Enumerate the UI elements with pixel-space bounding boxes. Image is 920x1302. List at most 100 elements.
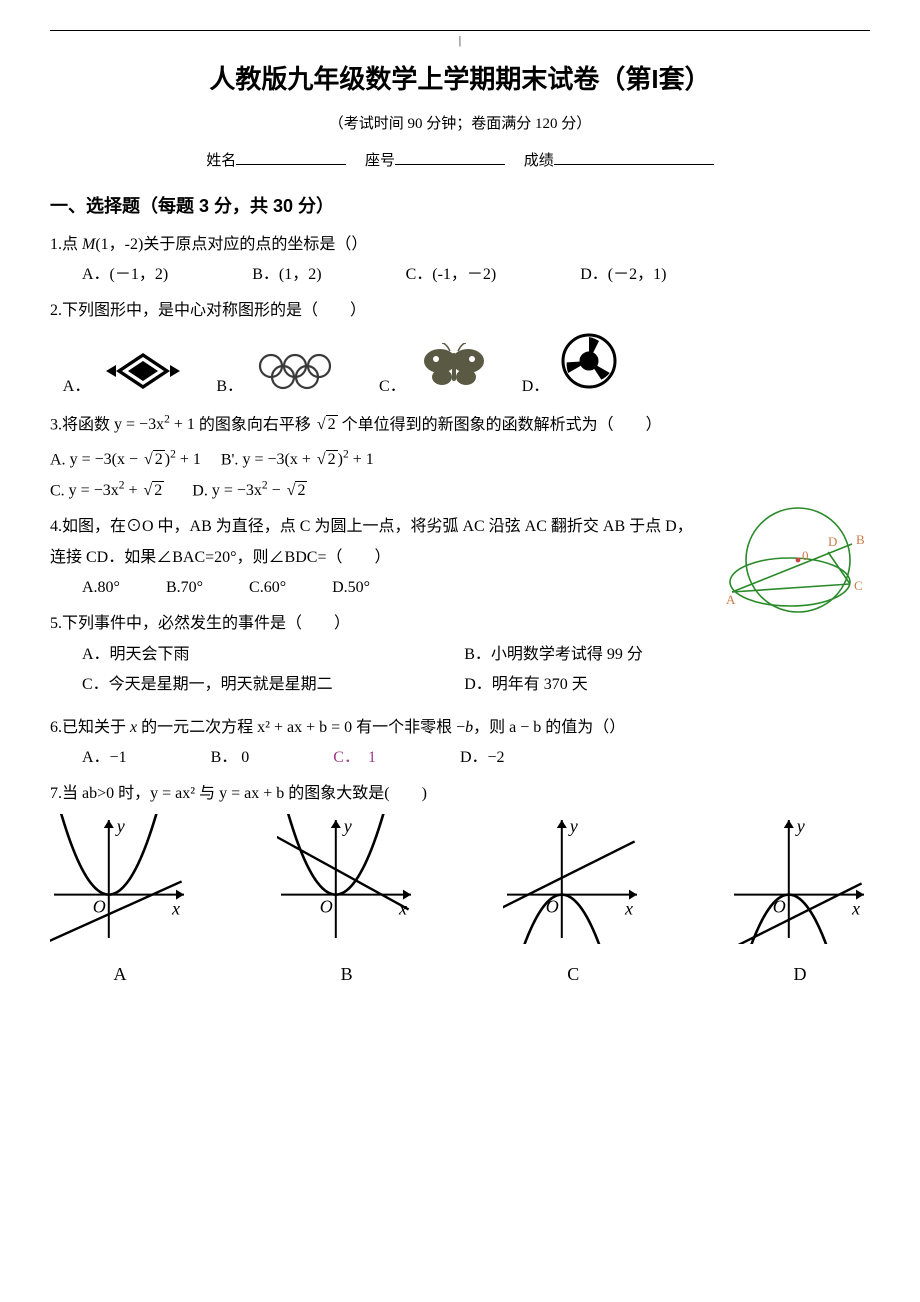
svg-text:y: y	[568, 816, 578, 836]
svg-text:O: O	[93, 896, 106, 916]
q6-opt-c[interactable]: C． 1	[333, 743, 376, 773]
q7-e1a: y = ax	[150, 785, 190, 802]
q3b-sqrt: 2	[326, 450, 338, 468]
q3-opt-a[interactable]: A. y = −3(x − 2)2 + 1	[50, 451, 205, 468]
q2-opt-c[interactable]: C．	[379, 343, 492, 402]
q5-opt-d[interactable]: D．明年有 370 天	[464, 670, 842, 700]
q5-opt-b[interactable]: B．小明数学考试得 99 分	[464, 640, 842, 670]
q4-opt-a[interactable]: A.80°	[82, 573, 120, 603]
q6-mid1: 的一元二次方程	[137, 719, 257, 736]
svg-text:x: x	[398, 898, 407, 918]
top-divider-mark: |	[459, 29, 461, 52]
blank-name[interactable]	[236, 164, 346, 165]
q7-graph-b: y x O	[277, 814, 417, 944]
q3: 3.将函数 y = −3x2 + 1 的图象向右平移 2 个单位得到的新图象的函…	[50, 410, 870, 506]
steering-wheel-icon	[559, 331, 619, 391]
q6-opt-a[interactable]: A．−1	[82, 743, 127, 773]
q3d-2: −	[268, 482, 285, 499]
q4-opt-d[interactable]: D.50°	[332, 573, 370, 603]
name-row: 姓名 座号 成绩	[50, 147, 870, 176]
q2-opt-b[interactable]: B．	[216, 351, 349, 402]
q6-mid3: ，则	[473, 719, 509, 736]
q2-opt-b-label: B．	[216, 378, 243, 395]
q1-stem-pre: 1.点	[50, 236, 82, 253]
q2-opt-a[interactable]: A．	[63, 351, 187, 402]
q4-figure: A B C D 0	[710, 504, 870, 635]
q7-mid: 时，	[114, 785, 150, 802]
exam-meta: （考试时间 90 分钟；卷面满分 120 分）	[50, 110, 870, 139]
top-divider: |	[50, 30, 870, 31]
q1-opt-b[interactable]: B．(1，2)	[252, 260, 321, 290]
q3d-1: y = −3x	[212, 482, 262, 499]
q2-opt-d-label: D．	[522, 378, 550, 395]
svg-text:y: y	[341, 816, 351, 836]
q1-opt-d[interactable]: D．(－2，1)	[580, 260, 666, 290]
q6-pre: 6.已知关于	[50, 719, 130, 736]
q6-end: 的值为（）	[541, 719, 625, 736]
q7-end: 的图象大致是( )	[284, 785, 427, 802]
q1-stem-post: (1，-2)关于原点对应的点的坐标是（）	[95, 236, 367, 253]
q7-panel-b[interactable]: yxOB	[277, 814, 417, 992]
q2-opt-c-label: C．	[379, 378, 406, 395]
q4-opt-b[interactable]: B.70°	[166, 573, 203, 603]
q2: 2.下列图形中，是中心对称图形的是（ ） A． B．	[50, 296, 870, 402]
q1-opt-a[interactable]: A．(－1，2)	[82, 260, 168, 290]
q3a-2: (x −	[112, 451, 142, 468]
svg-text:y: y	[795, 816, 805, 836]
page-title: 人教版九年级数学上学期期末试卷（第I套）	[50, 55, 870, 104]
q6-mid2: 有一个非零根 −	[352, 719, 465, 736]
q7-graph-d: yxO	[730, 814, 870, 944]
q4-fig-label-o: 0	[802, 548, 809, 563]
q3-a-pre: A.	[50, 451, 70, 468]
blank-seat[interactable]	[395, 164, 505, 165]
q3b-1: y = −3	[242, 451, 284, 468]
q3c-sqrt: 2	[152, 481, 164, 499]
blank-score[interactable]	[554, 164, 714, 165]
q3-opt-b[interactable]: B'. y = −3(x + 2)2 + 1	[221, 451, 374, 468]
q3-options-row1: A. y = −3(x − 2)2 + 1 B'. y = −3(x + 2)2…	[50, 445, 870, 476]
q4-fig-label-d: D	[828, 534, 837, 549]
q3a-4: + 1	[176, 451, 201, 468]
q3-base-expr: y = −3x2 + 1	[114, 416, 199, 433]
q6-options: A．−1 B． 0 C． 1 D．−2	[50, 743, 870, 773]
q2-opt-d[interactable]: D．	[522, 331, 620, 402]
q4-fig-label-b: B	[856, 532, 865, 547]
label-seat: 座号	[365, 153, 395, 169]
q2-opt-a-label: A．	[63, 378, 91, 395]
q3-expr-yx: y = −3x	[114, 416, 164, 433]
q7-panel-a[interactable]: yxOA	[50, 814, 190, 992]
q3-opt-d[interactable]: D. y = −3x2 − 2	[192, 482, 307, 499]
q7-panel-c[interactable]: yxOC	[503, 814, 643, 992]
q6-opt-d[interactable]: D．−2	[460, 743, 505, 773]
svg-text:O: O	[773, 896, 786, 916]
q7-panel-d[interactable]: yxOD	[730, 814, 870, 992]
q6-expr2: a − b	[509, 719, 541, 736]
q3-opt-c[interactable]: C. y = −3x2 + 2	[50, 482, 168, 499]
q1-options: A．(－1，2) B．(1，2) C．(-1，－2) D．(－2，1)	[50, 260, 870, 290]
q1-opt-c[interactable]: C．(-1，－2)	[406, 260, 497, 290]
label-score: 成绩	[524, 153, 554, 169]
q6-opt-b[interactable]: B． 0	[211, 743, 250, 773]
q3-b-pre: B'.	[221, 451, 243, 468]
q3c-2: +	[124, 482, 141, 499]
q2-options: A． B． C．	[50, 331, 870, 402]
q6-expr: x² + ax + b = 0	[257, 719, 352, 736]
q5-options: A．明天会下雨C．今天是星期一，明天就是星期二 B．小明数学考试得 99 分D．…	[50, 640, 870, 701]
q6-b: b	[465, 719, 473, 736]
q3-stem3: 个单位得到的新图象的函数解析式为（ ）	[342, 416, 662, 433]
svg-text:O: O	[319, 896, 332, 916]
q7-label-a: A	[50, 957, 190, 991]
q7-graph-a: yxO	[50, 814, 190, 944]
q3-d-pre: D.	[192, 482, 212, 499]
q7-pre: 7.当	[50, 785, 82, 802]
svg-text:O: O	[546, 896, 559, 916]
q3b-2: (x +	[284, 451, 314, 468]
diamond-pattern-icon	[100, 351, 186, 391]
svg-text:x: x	[171, 898, 180, 918]
q4-opt-c[interactable]: C.60°	[249, 573, 286, 603]
q5-opt-c[interactable]: C．今天是星期一，明天就是星期二	[82, 670, 460, 700]
q5-opt-a[interactable]: A．明天会下雨	[82, 640, 460, 670]
q3b-4: + 1	[349, 451, 374, 468]
q3-sqrt2-rad: 2	[326, 415, 338, 433]
q3-stem1: 3.将函数	[50, 416, 114, 433]
